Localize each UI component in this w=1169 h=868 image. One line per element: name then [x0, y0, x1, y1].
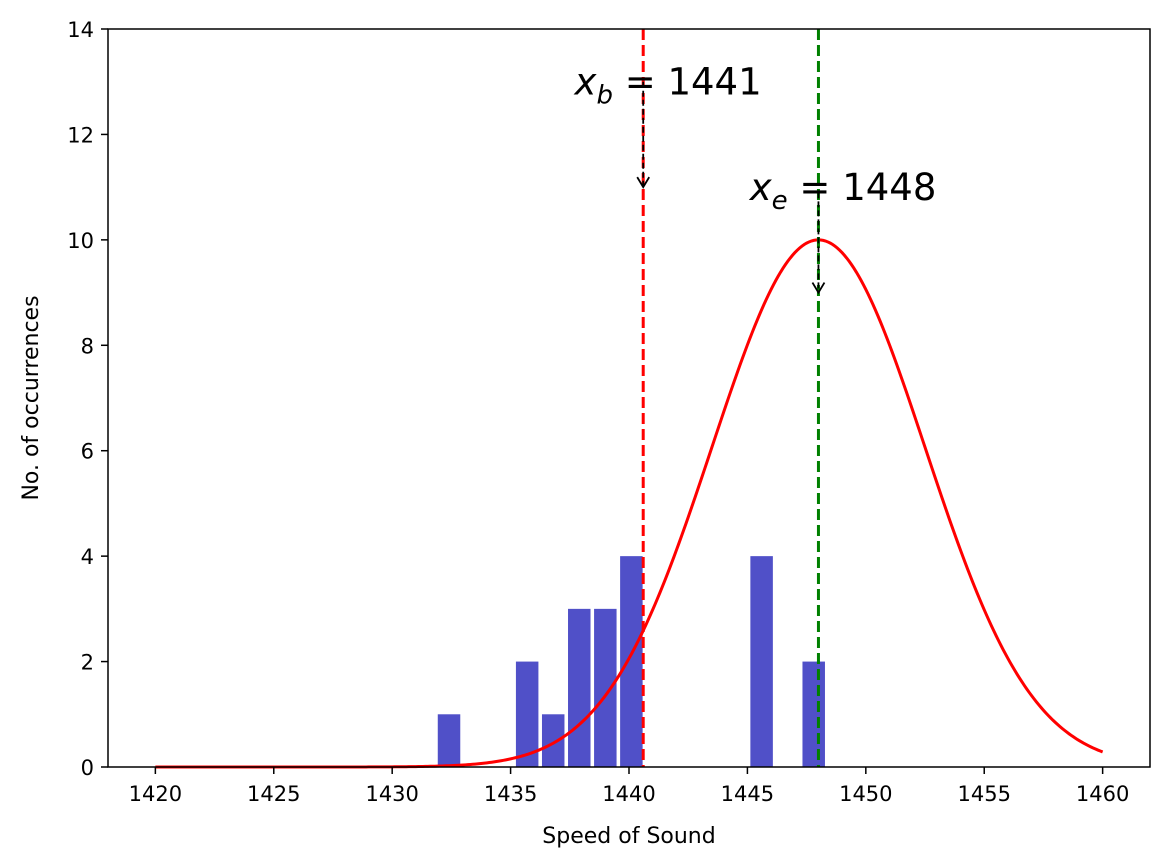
- bar-1: [515, 661, 539, 767]
- annotation-var-1: x: [749, 166, 773, 209]
- y-tick-label-2: 4: [81, 545, 94, 569]
- annotation-subscript-0: b: [596, 81, 613, 111]
- x-tick-label-6: 1450: [839, 782, 892, 806]
- annotation-value-0: = 1441: [613, 61, 762, 104]
- y-tick-label-0: 0: [81, 756, 94, 780]
- bar-5: [620, 556, 643, 767]
- x-tick-label-1: 1425: [247, 782, 300, 806]
- y-axis-ticks: 0 2 4 6 8 10 12 14: [67, 18, 108, 780]
- x-tick-label-3: 1435: [484, 782, 537, 806]
- bar-7: [802, 661, 825, 767]
- y-tick-label-3: 6: [81, 440, 94, 464]
- x-tick-label-0: 1420: [129, 782, 182, 806]
- bar-3: [568, 608, 591, 767]
- y-tick-label-7: 14: [67, 18, 94, 42]
- x-axis-ticks: 1420 1425 1430 1435 1440 1445 1450 1455 1460: [129, 767, 1129, 806]
- x-tick-label-2: 1430: [365, 782, 418, 806]
- y-axis-label: No. of occurrences: [19, 295, 44, 500]
- annotation-arrow-head-0: [636, 176, 650, 189]
- y-tick-label-6: 12: [67, 123, 94, 147]
- annotation-var-0: x: [574, 61, 598, 104]
- vline-layer: [641, 29, 820, 767]
- x-tick-label-7: 1455: [958, 782, 1011, 806]
- bars-layer: [437, 556, 825, 767]
- x-tick-label-5: 1445: [721, 782, 774, 806]
- annotation-value-1: = 1448: [788, 166, 937, 209]
- y-tick-label-5: 10: [67, 229, 94, 253]
- y-tick-label-4: 8: [81, 334, 94, 358]
- annotation-label-1: xe = 1448: [749, 166, 937, 216]
- x-tick-label-8: 1460: [1076, 782, 1129, 806]
- annotation-arrow-head-1: [811, 282, 826, 295]
- bar-4: [594, 608, 617, 767]
- x-axis-label: Speed of Sound: [542, 824, 715, 849]
- bar-6: [750, 556, 773, 767]
- bar-0: [437, 714, 461, 767]
- annotation-label-0: xb = 1441: [574, 61, 762, 111]
- bar-2: [541, 714, 565, 767]
- x-tick-label-4: 1440: [602, 782, 655, 806]
- annotation-subscript-1: e: [772, 186, 788, 216]
- y-tick-label-1: 2: [81, 651, 94, 675]
